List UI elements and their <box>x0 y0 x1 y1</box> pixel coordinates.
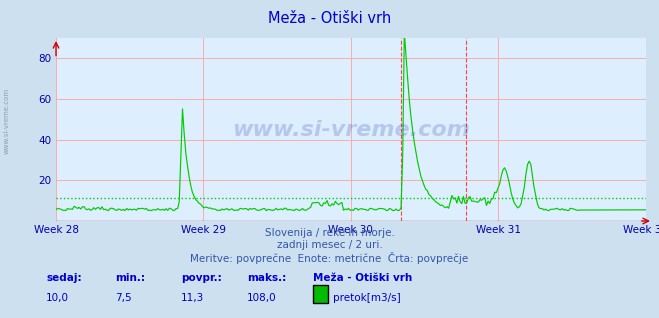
Text: maks.:: maks.: <box>247 273 287 283</box>
Text: sedaj:: sedaj: <box>46 273 82 283</box>
Text: Meža - Otiški vrh: Meža - Otiški vrh <box>313 273 413 283</box>
Text: min.:: min.: <box>115 273 146 283</box>
Text: 108,0: 108,0 <box>247 293 277 302</box>
Text: pretok[m3/s]: pretok[m3/s] <box>333 293 401 302</box>
Text: Meritve: povprečne  Enote: metrične  Črta: povprečje: Meritve: povprečne Enote: metrične Črta:… <box>190 252 469 264</box>
Text: povpr.:: povpr.: <box>181 273 222 283</box>
Text: 10,0: 10,0 <box>46 293 69 302</box>
Text: Slovenija / reke in morje.: Slovenija / reke in morje. <box>264 228 395 238</box>
Text: 7,5: 7,5 <box>115 293 132 302</box>
Text: zadnji mesec / 2 uri.: zadnji mesec / 2 uri. <box>277 240 382 250</box>
Text: Meža - Otiški vrh: Meža - Otiški vrh <box>268 11 391 26</box>
Text: 11,3: 11,3 <box>181 293 204 302</box>
Text: www.si-vreme.com: www.si-vreme.com <box>3 88 10 154</box>
Text: www.si-vreme.com: www.si-vreme.com <box>232 120 470 140</box>
